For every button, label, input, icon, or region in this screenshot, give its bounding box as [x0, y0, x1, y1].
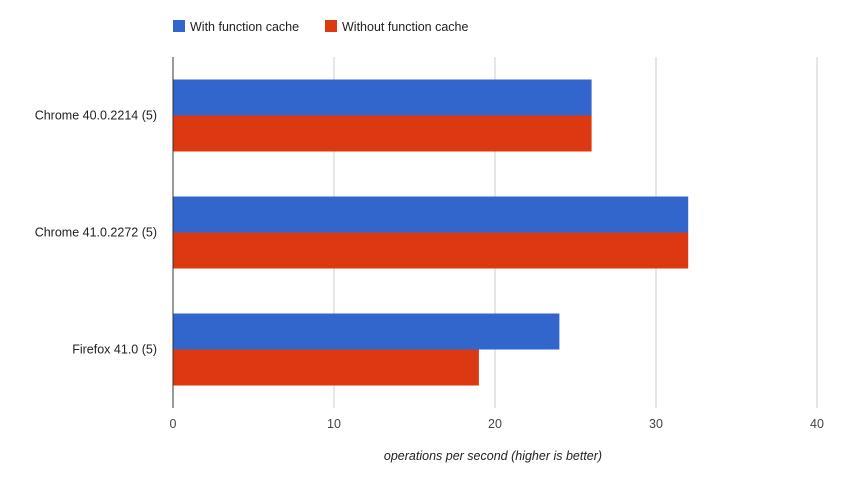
bar-1-series-2 — [173, 115, 592, 152]
legend: With function cache Without function cach… — [173, 20, 469, 34]
legend-swatch-2 — [325, 20, 337, 32]
x-tick-label-10: 10 — [327, 417, 341, 431]
bar-2-series-1 — [173, 196, 689, 233]
bar-3-series-1 — [173, 313, 560, 350]
x-tick-label-20: 20 — [488, 417, 502, 431]
category-label-3: Firefox 41.0 (5) — [72, 343, 157, 357]
category-labels: Chrome 40.0.2214 (5) Chrome 41.0.2272 (5)… — [35, 109, 157, 357]
legend-label-2: Without function cache — [342, 20, 469, 34]
x-tick-labels: 0 10 20 30 40 — [170, 417, 824, 431]
bar-2-series-2 — [173, 232, 689, 269]
x-axis-title: operations per second (higher is better) — [384, 449, 602, 463]
legend-label-1: With function cache — [190, 20, 299, 34]
bar-3-series-2 — [173, 349, 479, 386]
x-tick-label-0: 0 — [170, 417, 177, 431]
x-tick-label-30: 30 — [649, 417, 663, 431]
bar-1-series-1 — [173, 79, 592, 116]
bars — [173, 79, 689, 386]
legend-swatch-1 — [173, 20, 185, 32]
category-label-1: Chrome 40.0.2214 (5) — [35, 109, 157, 123]
category-label-2: Chrome 41.0.2272 (5) — [35, 226, 157, 240]
x-tick-label-40: 40 — [810, 417, 824, 431]
